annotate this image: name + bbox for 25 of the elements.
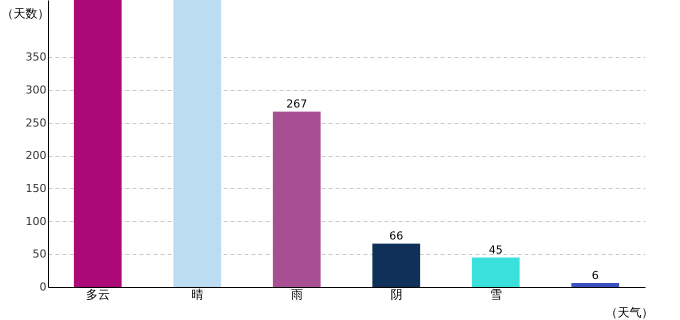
y-tick-label: 50 [32,248,46,261]
y-tick-label: 300 [26,83,46,96]
x-tick-label: 多云 [86,288,110,302]
x-tick-label: 阴 [390,288,402,302]
bar [472,257,520,287]
y-tick-label: 250 [26,116,46,130]
bar [372,244,420,287]
y-tick-label: 100 [26,214,46,228]
y-tick-label: 350 [26,50,46,64]
data-label: 6 [592,269,599,282]
x-tick-label: 雨 [290,288,303,302]
bar [74,0,122,287]
data-label: 267 [286,98,308,111]
data-label: 66 [389,230,404,243]
y-tick-label: 150 [26,182,46,195]
bar [272,112,321,287]
x-tick-label: 晴 [191,288,204,302]
y-tick-label: 200 [26,149,46,162]
y-axis-title: （天数） [2,6,50,20]
x-axis-title: （天气） [606,306,654,320]
y-tick-label: 0 [40,280,46,294]
x-tick-label: 雪 [490,288,502,302]
bar [571,283,620,287]
data-label: 45 [488,243,503,256]
bar [173,0,222,287]
